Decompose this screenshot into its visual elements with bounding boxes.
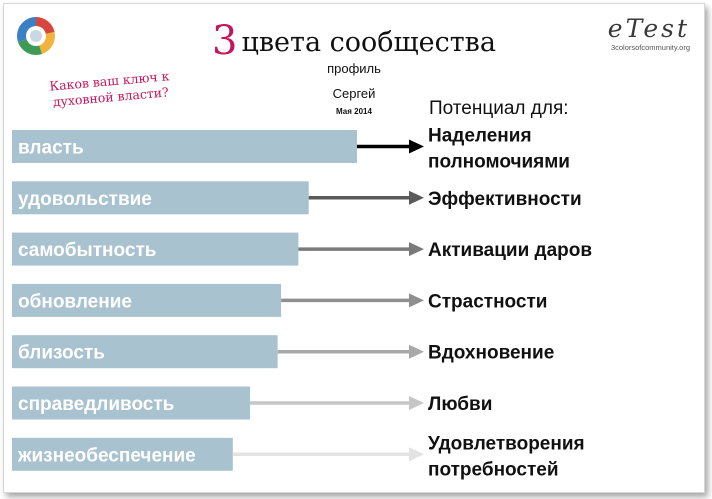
- bar-7: [12, 437, 233, 471]
- arrow-head-7: [409, 447, 424, 462]
- brand-name: eTest: [607, 14, 690, 43]
- bar-label-2: удовольствие: [18, 189, 152, 210]
- bar-5: [12, 335, 278, 369]
- bar-label-5: близость: [18, 343, 105, 364]
- bar-6: [12, 386, 251, 420]
- slide-frame: 3 цвета сообщества профиль Сергей Мая 201…: [3, 3, 705, 493]
- target-label-1-2: полномочиями: [428, 152, 570, 173]
- brand-url: 3colorsofcommunity.org: [610, 43, 690, 52]
- target-label-4: Страстности: [428, 291, 547, 312]
- bar-1: [12, 130, 357, 163]
- arrow-head-6: [409, 396, 424, 410]
- title-number: 3: [212, 18, 238, 64]
- bar-label-3: самобытность: [18, 240, 156, 261]
- title-text: цвета сообщества: [241, 27, 496, 58]
- arrow-head-2: [409, 190, 424, 205]
- arrow-head-5: [409, 344, 424, 359]
- person-name: Сергей: [332, 86, 376, 101]
- target-label-3: Активации даров: [428, 240, 592, 261]
- profile-subtitle: профиль: [327, 61, 381, 76]
- arrow-head-4: [409, 293, 424, 308]
- target-label-6: Любви: [428, 394, 492, 415]
- bar-label-1: власть: [18, 138, 84, 159]
- bar-label-6: справедливость: [18, 394, 174, 415]
- target-label-5: Вдохновение: [428, 343, 554, 364]
- arrow-head-3: [409, 242, 424, 257]
- bar-4: [12, 283, 282, 317]
- bar-2: [12, 181, 309, 215]
- brand-logo: eTest 3colorsofcommunity.org: [607, 14, 690, 53]
- bar-chart: власть Наделения полномочиями удовольствие Э…: [12, 126, 592, 480]
- potential-heading: Потенциал для:: [429, 98, 569, 119]
- page-title: 3 цвета сообщества: [4, 18, 704, 64]
- report-date: Мая 2014: [336, 107, 372, 116]
- bar-3: [12, 232, 299, 266]
- target-label-1-1: Наделения: [428, 126, 532, 147]
- community-logo-icon: [17, 17, 55, 55]
- target-label-7-1: Удовлетворения: [428, 433, 585, 454]
- arrow-head-1: [409, 139, 424, 154]
- target-label-2: Эффективности: [428, 189, 582, 210]
- target-label-7-2: потребностей: [428, 459, 559, 480]
- bar-label-7: жизнеобеспечение: [17, 445, 196, 466]
- bar-label-4: обновление: [18, 291, 132, 312]
